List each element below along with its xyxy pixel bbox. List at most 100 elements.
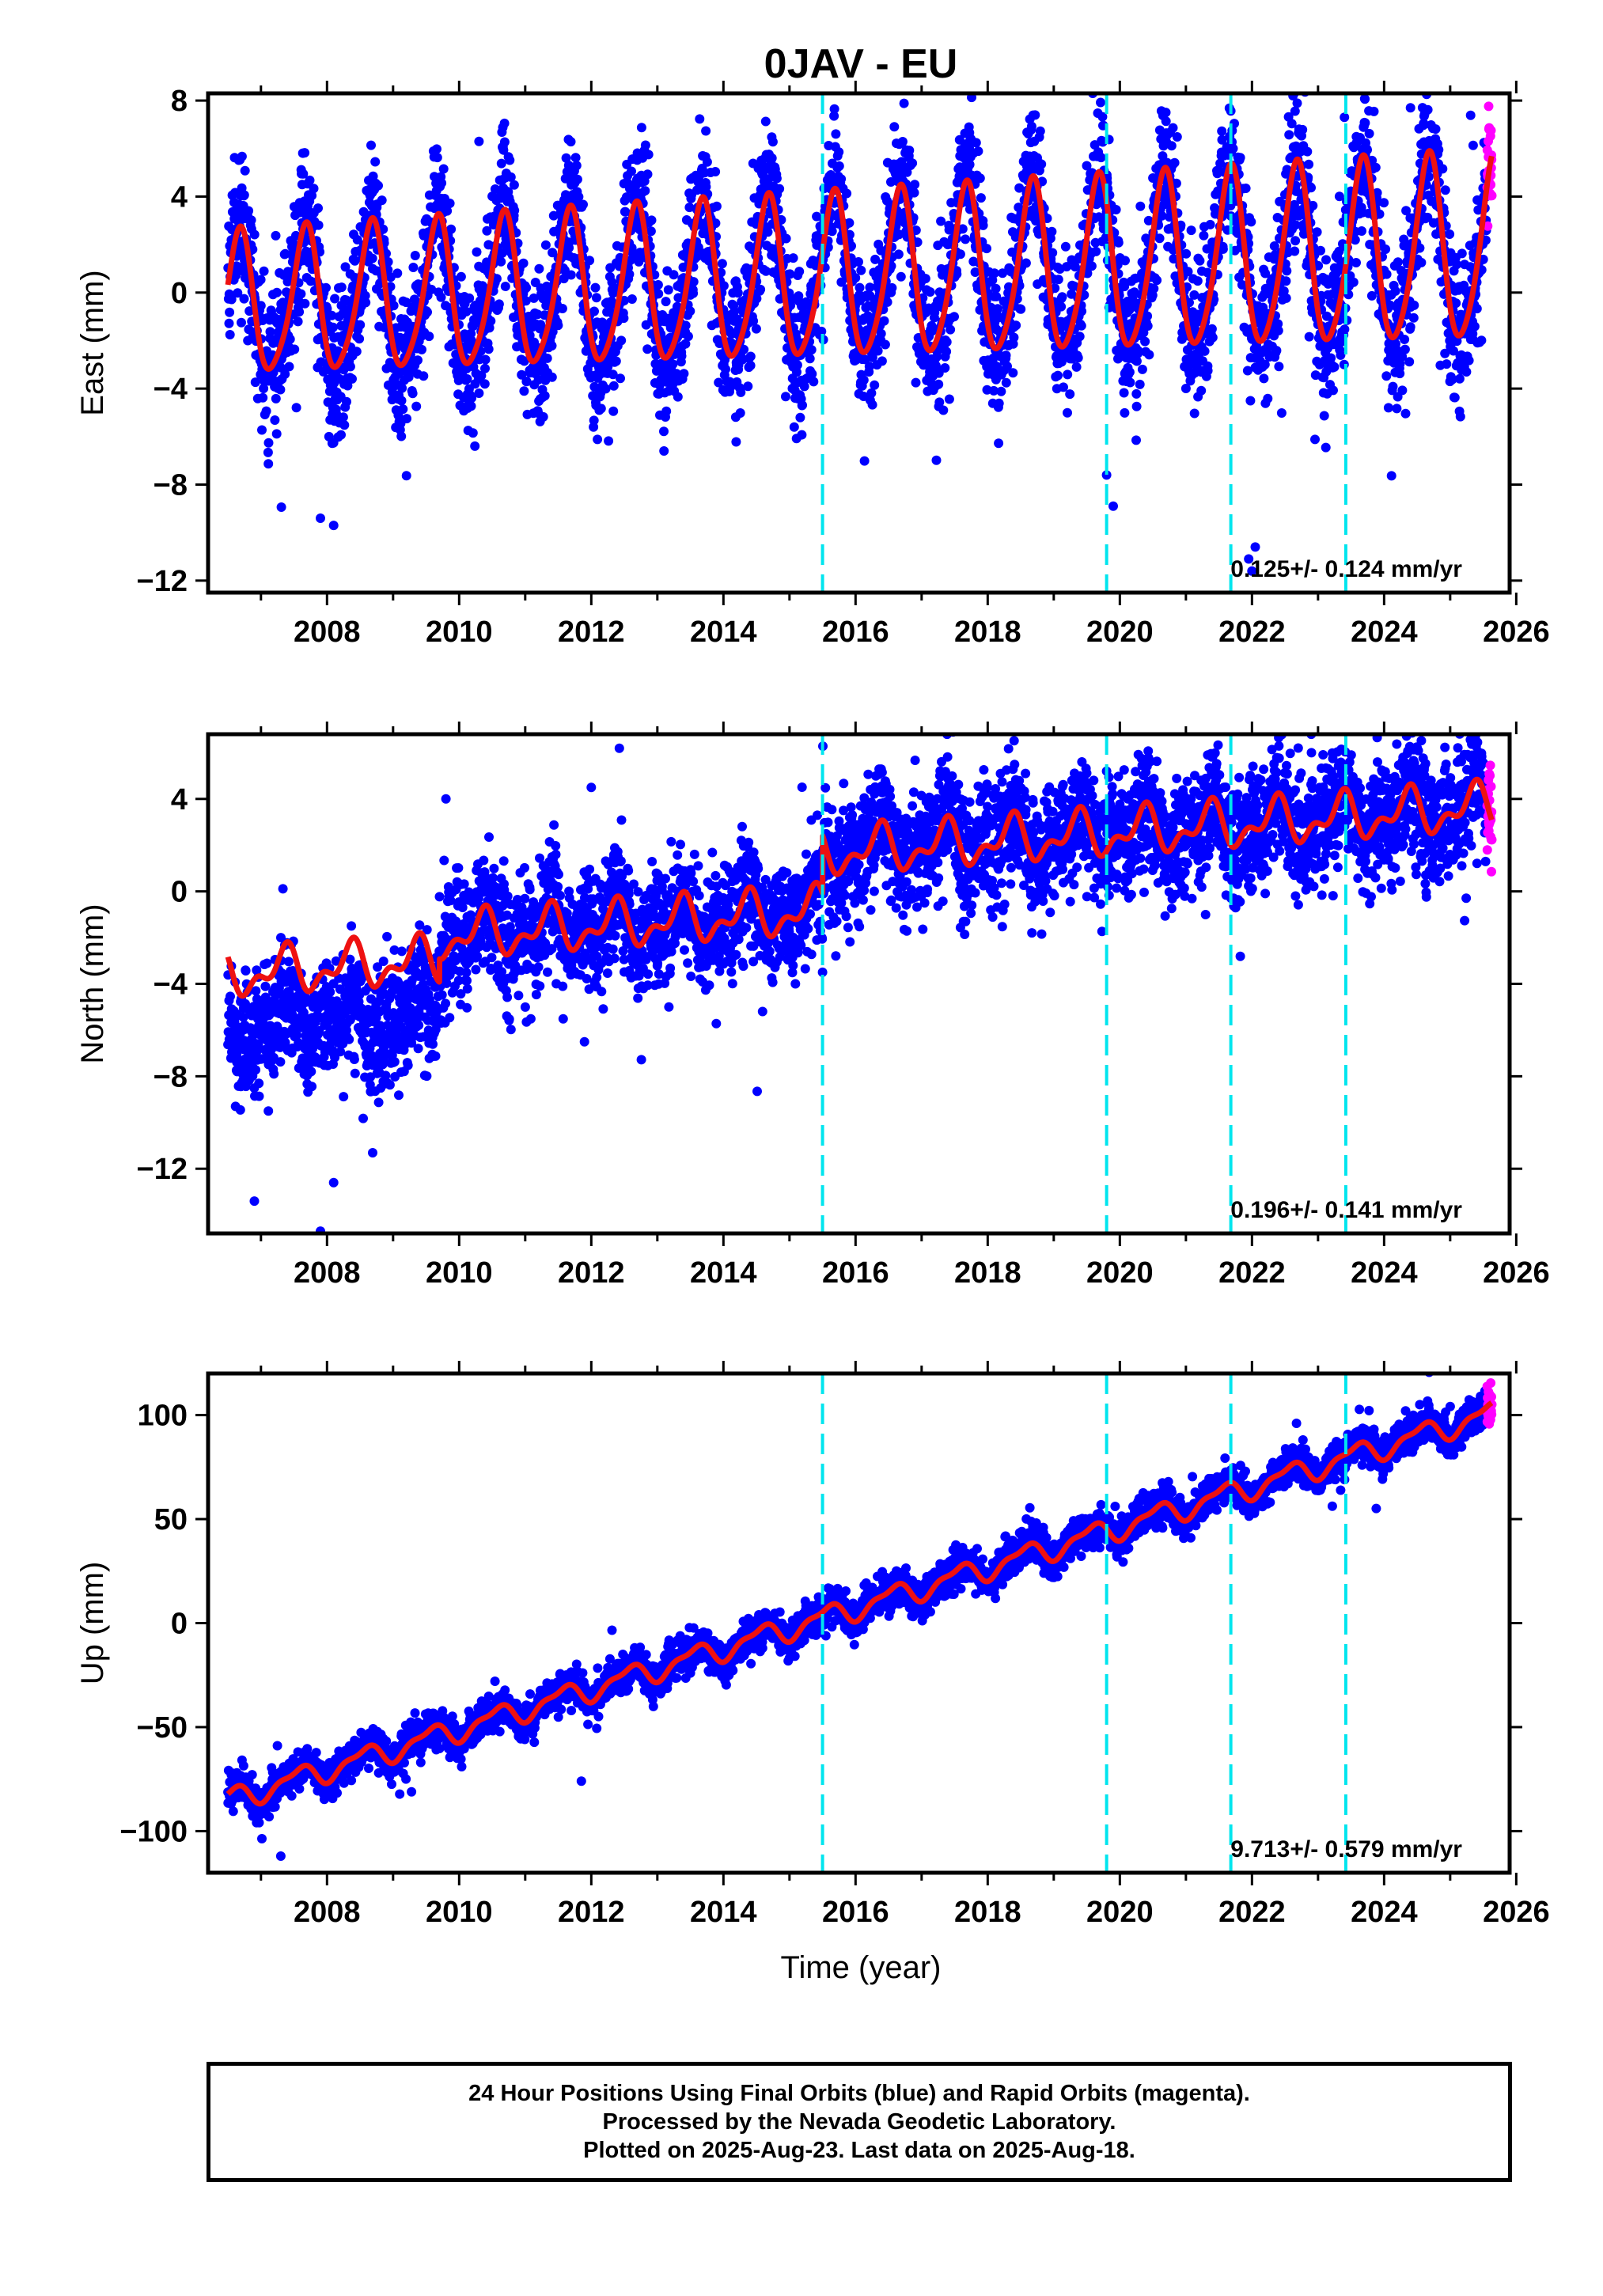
final-orbit-point bbox=[224, 318, 234, 328]
final-orbit-point bbox=[775, 184, 785, 194]
final-orbit-point bbox=[1404, 357, 1415, 367]
final-orbit-point bbox=[994, 398, 1004, 408]
final-orbit-point bbox=[249, 229, 260, 240]
final-orbit-point bbox=[1021, 27, 1030, 36]
final-orbit-point bbox=[271, 429, 282, 439]
y-tick-label: −12 bbox=[137, 565, 188, 598]
final-orbit-point bbox=[1199, 230, 1209, 241]
final-orbit-point bbox=[1408, 313, 1419, 323]
final-orbit-point bbox=[1469, 321, 1480, 332]
final-orbit-point bbox=[1059, 382, 1068, 392]
final-orbit-point bbox=[233, 288, 243, 298]
final-orbit-point bbox=[836, 174, 847, 184]
final-orbit-point bbox=[1400, 408, 1411, 419]
final-orbit-point bbox=[328, 521, 339, 531]
final-orbit-point bbox=[436, 292, 446, 302]
final-orbit-point bbox=[316, 513, 325, 523]
final-orbit-point bbox=[640, 140, 650, 150]
final-orbit-point bbox=[480, 363, 490, 373]
final-orbit-point bbox=[305, 175, 315, 185]
final-orbit-point bbox=[316, 357, 326, 367]
final-orbit-point bbox=[1472, 304, 1482, 314]
final-orbit-point bbox=[417, 344, 426, 354]
final-orbit-point bbox=[407, 388, 418, 399]
final-orbit-point bbox=[834, 161, 844, 171]
final-orbit-point bbox=[669, 270, 679, 280]
final-orbit-point bbox=[330, 294, 340, 304]
final-orbit-point bbox=[1203, 366, 1213, 376]
final-orbit-point bbox=[438, 164, 449, 174]
final-orbit-point bbox=[616, 373, 625, 384]
final-orbit-point bbox=[307, 191, 317, 201]
final-orbit-point bbox=[437, 178, 447, 188]
final-orbit-point bbox=[1195, 256, 1205, 266]
final-orbit-point bbox=[876, 328, 886, 339]
final-orbit-point bbox=[313, 203, 323, 214]
final-orbit-point bbox=[309, 184, 319, 194]
final-orbit-point bbox=[908, 158, 918, 169]
final-orbit-point bbox=[1259, 373, 1269, 384]
final-orbit-point bbox=[1316, 245, 1325, 256]
y-axis-label: East (mm) bbox=[75, 270, 110, 415]
final-orbit-point bbox=[519, 386, 529, 396]
final-orbit-point bbox=[904, 146, 915, 156]
final-orbit-point bbox=[717, 259, 727, 269]
final-orbit-point bbox=[271, 393, 281, 404]
final-orbit-point bbox=[931, 455, 942, 465]
final-orbit-point bbox=[601, 384, 611, 394]
final-orbit-point bbox=[327, 310, 337, 320]
final-orbit-point bbox=[661, 297, 671, 307]
final-orbit-point bbox=[946, 324, 956, 335]
final-orbit-point bbox=[1119, 388, 1129, 398]
final-orbit-point bbox=[756, 284, 766, 294]
final-orbit-point bbox=[975, 173, 985, 184]
final-orbit-point bbox=[781, 392, 790, 402]
final-orbit-point bbox=[1321, 442, 1331, 453]
final-orbit-point bbox=[1329, 362, 1340, 372]
final-orbit-point bbox=[500, 282, 510, 291]
final-orbit-point bbox=[1386, 471, 1396, 481]
final-orbit-point bbox=[1428, 72, 1438, 81]
final-orbit-point bbox=[859, 456, 870, 466]
final-orbit-point bbox=[683, 332, 693, 342]
final-orbit-point bbox=[795, 412, 805, 422]
final-orbit-point bbox=[1143, 321, 1153, 331]
final-orbit-point bbox=[794, 267, 805, 277]
final-orbit-point bbox=[1144, 350, 1154, 360]
final-orbit-point bbox=[763, 227, 773, 237]
final-orbit-point bbox=[225, 330, 235, 339]
final-orbit-point bbox=[640, 186, 650, 196]
final-orbit-point bbox=[259, 266, 269, 276]
final-orbit-point bbox=[1091, 246, 1101, 256]
final-orbit-point bbox=[336, 430, 346, 440]
final-orbit-point bbox=[1154, 233, 1165, 244]
final-orbit-point bbox=[1321, 255, 1331, 265]
final-orbit-point bbox=[432, 153, 442, 163]
final-orbit-point bbox=[557, 304, 567, 313]
final-orbit-point bbox=[619, 313, 629, 324]
final-orbit-point bbox=[419, 371, 429, 381]
final-orbit-point bbox=[566, 137, 576, 147]
final-orbit-point bbox=[1026, 121, 1036, 131]
final-orbit-point bbox=[1053, 275, 1063, 285]
final-orbit-point bbox=[377, 195, 387, 206]
final-orbit-point bbox=[244, 206, 254, 216]
final-orbit-point bbox=[578, 199, 588, 210]
final-orbit-point bbox=[505, 155, 515, 165]
final-orbit-point bbox=[350, 256, 360, 266]
final-orbit-point bbox=[1409, 300, 1419, 310]
final-orbit-point bbox=[627, 166, 636, 176]
final-orbit-point bbox=[642, 344, 653, 354]
final-orbit-point bbox=[659, 446, 669, 456]
final-orbit-point bbox=[827, 226, 837, 237]
final-orbit-point bbox=[842, 188, 852, 199]
final-orbit-point bbox=[1111, 205, 1121, 214]
final-orbit-point bbox=[1423, 104, 1433, 115]
final-orbit-point bbox=[263, 438, 274, 448]
x-tick-label: 2026 bbox=[1483, 616, 1550, 649]
final-orbit-point bbox=[1063, 407, 1072, 418]
final-orbit-point bbox=[410, 251, 420, 260]
final-orbit-point bbox=[300, 298, 310, 309]
final-orbit-point bbox=[976, 193, 986, 203]
final-orbit-point bbox=[1340, 112, 1350, 123]
